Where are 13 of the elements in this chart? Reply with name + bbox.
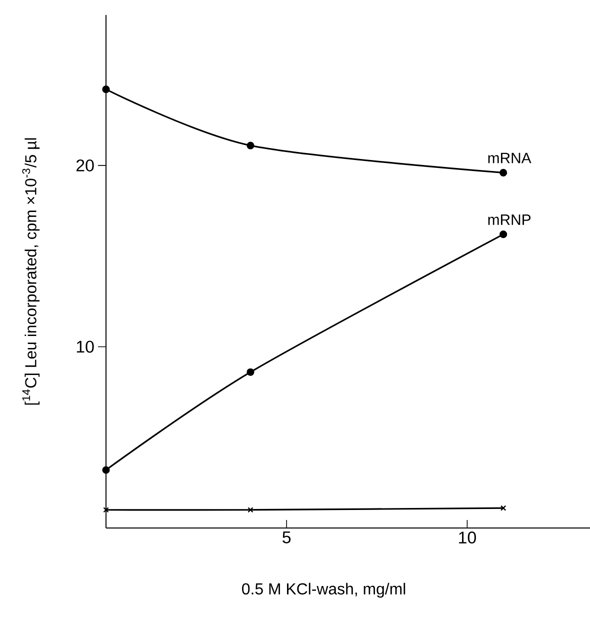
point — [246, 142, 254, 150]
x-axis-title: 0.5 M KCl-wash, mg/ml — [242, 582, 406, 598]
point — [246, 368, 254, 376]
point — [500, 168, 508, 176]
point — [248, 507, 254, 513]
series-label: mRNP — [488, 214, 531, 225]
x-tick-label: 5 — [282, 532, 291, 544]
point — [500, 230, 508, 238]
point — [102, 466, 110, 474]
y-axis-title: [$^{14}$C] Leu incorporated, cpm ×10$^{-3}$/5 µl — [22, 138, 40, 405]
series-label: mRNA — [488, 152, 532, 164]
y-tick-label: 20 — [76, 159, 94, 172]
point — [102, 86, 110, 94]
